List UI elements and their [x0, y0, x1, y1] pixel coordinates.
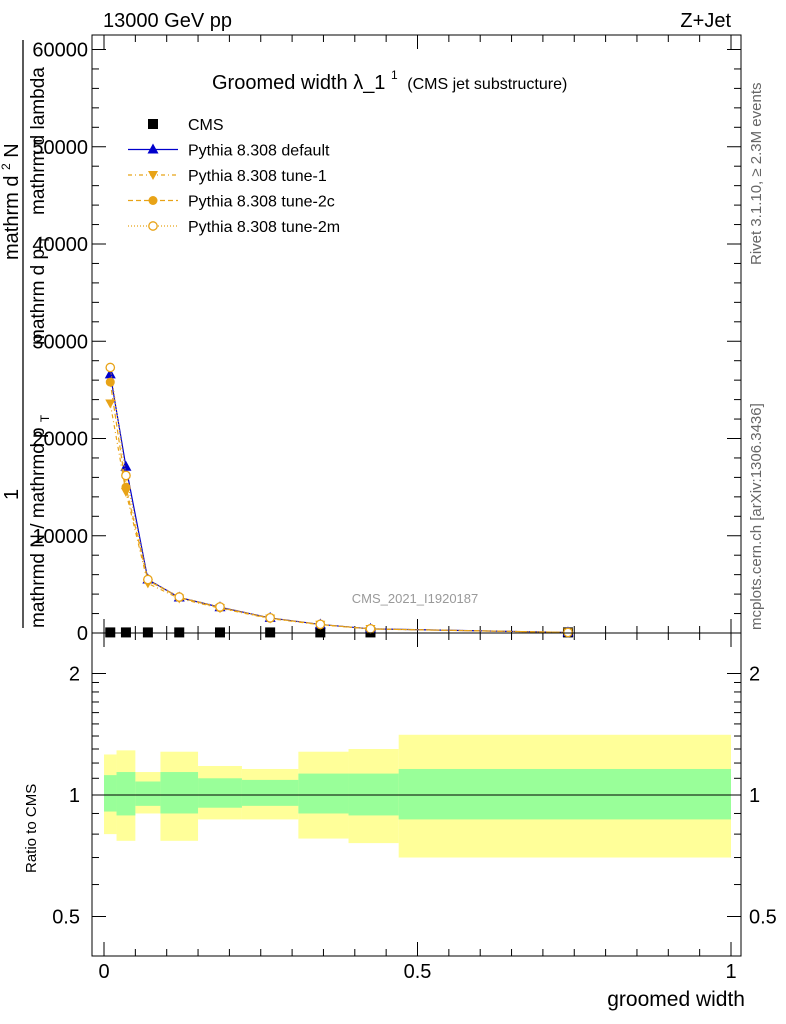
- ratio-ytick-label-right: 0.5: [749, 907, 777, 929]
- ratio-band-inner: [298, 773, 349, 814]
- ylabel-num-c-sub: T: [38, 236, 52, 244]
- xlabel: groomed width: [607, 988, 745, 1011]
- main-ytick-label: 10000: [32, 526, 88, 548]
- ratio-ytick-label: 0.5: [52, 907, 80, 929]
- main-panel: 0 10000 20000 30000 40000 50000 60000 CMS_2021…: [0, 34, 742, 645]
- ratio-ytick-label: 2: [69, 663, 80, 685]
- ylabel-num-a-text: mathrm d: [1, 176, 23, 260]
- mcplots-label: mcplots.cern.ch [arXiv:1306.3436]: [748, 403, 765, 630]
- ylabel-one: 1: [1, 489, 23, 500]
- legend-marker-cms: [148, 119, 158, 129]
- ratio-band-inner: [241, 779, 299, 806]
- ratio-ytick-label: 1: [69, 785, 80, 807]
- series-point-tune2m: [365, 623, 376, 634]
- series-point-tune2m: [215, 602, 225, 612]
- ratio-band-inner: [116, 772, 136, 816]
- series-line-tune2m: [109, 367, 568, 634]
- main-ytick-label: 0: [77, 623, 88, 645]
- series-point-tune2m: [315, 619, 326, 630]
- series-point-tune2m: [105, 362, 116, 373]
- ylabel-den-sub: T: [38, 414, 52, 422]
- ratio-ylabel: Ratio to CMS: [23, 784, 40, 873]
- ratio-band-inner: [398, 768, 731, 820]
- main-ytick-label: 60000: [32, 40, 88, 62]
- main-ytick-label: 40000: [32, 234, 88, 256]
- main-title-math: λ_1: [353, 72, 385, 94]
- series-point-cms: [315, 627, 326, 638]
- series-point-cms: [174, 627, 185, 638]
- ratio-panel: 0.5 0.5 1 1 2 2 0 0.5 1 Ratio to CMS groomed wid…: [23, 632, 777, 1011]
- main-title: Groomed width λ_1 1 (CMS jet substructur…: [212, 62, 567, 94]
- series-point-tune2m: [265, 612, 276, 623]
- ylabel-num-a: mathrm d 2 N: [0, 143, 23, 260]
- main-ytick-label: 30000: [32, 331, 88, 353]
- ratio-ytick-label-right: 2: [749, 663, 760, 685]
- legend-marker-default: [147, 143, 159, 154]
- ratio-ytick-label-right: 1: [749, 785, 760, 807]
- main-series: [104, 362, 574, 638]
- series-point-tune2c: [121, 482, 131, 492]
- ylabel-den-text: mathrmd N / mathrmd p: [28, 427, 49, 628]
- ylabel-num-c-text: mathrm d p: [28, 249, 49, 345]
- legend-label-tune1: Pythia 8.308 tune-1: [188, 168, 327, 185]
- legend-label-tune2c: Pythia 8.308 tune-2c: [188, 194, 335, 211]
- watermark: CMS_2021_I1920187: [352, 591, 479, 606]
- main-ytick-label: 20000: [32, 429, 88, 451]
- ratio-xtick-label: 0.5: [404, 961, 432, 983]
- ratio-band-inner: [135, 781, 161, 806]
- ratio-band-inner: [160, 772, 199, 814]
- ylabel-num-b: N: [1, 143, 23, 157]
- header-right: Z+Jet: [680, 10, 731, 32]
- main-title-text: Groomed width: [212, 72, 348, 94]
- main-ytick-label: 50000: [32, 137, 88, 159]
- ratio-xtick-label: 0: [98, 961, 109, 983]
- ylabel-den: mathrmd N / mathrmd p T: [28, 414, 52, 628]
- ratio-band-inner: [104, 775, 117, 812]
- legend: CMS Pythia 8.308 default Pythia 8.308 tune…: [128, 117, 340, 236]
- series-point-default: [104, 368, 116, 379]
- legend-label-cms: CMS: [188, 117, 224, 134]
- rivet-label: Rivet 3.1.10, ≥ 2.3M events: [748, 83, 765, 266]
- series-point-tune2m: [174, 592, 185, 602]
- legend-label-default: Pythia 8.308 default: [188, 143, 330, 160]
- ratio-bands: [104, 734, 731, 858]
- series-point-cms: [105, 627, 116, 638]
- series-point-cms: [265, 627, 276, 638]
- series-point-tune2m: [121, 470, 131, 481]
- series-line-tune2c: [109, 382, 568, 634]
- main-ylabel: 1 mathrm d 2 N mathrmd N / mathrmd p T m…: [0, 40, 52, 628]
- ylabel-num-sup: 2: [0, 163, 13, 170]
- header-left: 13000 GeV pp: [103, 10, 232, 32]
- series-point-cms: [120, 627, 131, 638]
- legend-marker-tune1: [148, 171, 158, 180]
- series-point-cms: [214, 627, 225, 638]
- series-point-tune2m: [143, 574, 153, 585]
- ratio-ticks: 0.5 0.5 1 1 2 2 0 0.5 1: [52, 633, 777, 983]
- main-title-suffix: (CMS jet substructure): [407, 76, 567, 93]
- series-point-default: [120, 460, 132, 471]
- ratio-band-inner: [198, 778, 242, 808]
- ylabel-num-d: mathrm d lambda: [28, 67, 49, 215]
- main-ticks: 0 10000 20000 30000 40000 50000 60000: [32, 35, 741, 645]
- series-point-cms: [142, 627, 153, 638]
- series-point-tune2m: [563, 627, 573, 638]
- legend-marker-tune2c: [148, 196, 158, 205]
- ylabel-num-c: mathrm d p T: [28, 236, 52, 345]
- main-title-sup: 1: [391, 68, 398, 82]
- legend-marker-tune2m: [148, 221, 158, 231]
- legend-label-tune2m: Pythia 8.308 tune-2m: [188, 219, 340, 236]
- ratio-xtick-label: 1: [725, 961, 736, 983]
